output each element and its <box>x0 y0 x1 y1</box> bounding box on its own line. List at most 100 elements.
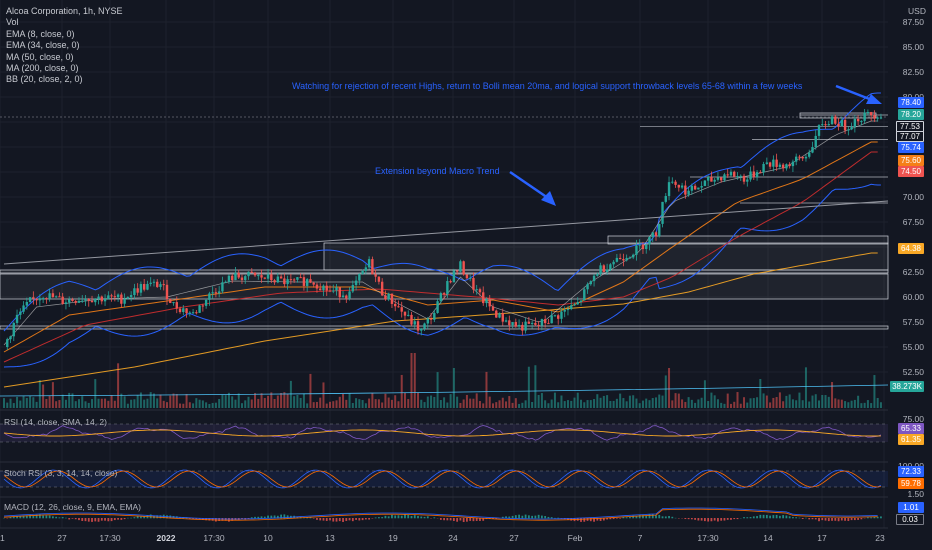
candlesticks <box>6 109 883 350</box>
macd-histogram-bar <box>518 514 520 519</box>
candle-body <box>51 293 55 298</box>
candle-body <box>540 319 544 326</box>
volume-bar <box>612 400 615 408</box>
candle-body <box>856 118 860 122</box>
volume-bar <box>873 375 876 408</box>
grid-lines <box>0 0 888 529</box>
volume-bar <box>759 378 762 408</box>
candle-body <box>367 259 371 268</box>
volume-bar <box>214 402 217 408</box>
volume-bar <box>501 397 504 408</box>
annotation-top-note[interactable]: Watching for rejection of recent Highs, … <box>292 81 803 91</box>
rsi-label[interactable]: RSI (14, close, SMA, 14, 2) <box>4 417 107 427</box>
macd-histogram-bar <box>700 518 703 521</box>
volume-bar <box>175 394 178 408</box>
volume-bar <box>850 400 853 408</box>
volume-bar <box>146 398 149 408</box>
candle-body <box>530 322 534 324</box>
legend-bb[interactable]: BB (20, close, 2, 0) <box>6 74 83 85</box>
stoch-label[interactable]: Stoch RSI (3, 3, 14, 14, close) <box>4 468 118 478</box>
candle-body <box>152 281 156 283</box>
candle-body <box>22 305 25 312</box>
macd-label[interactable]: MACD (12, 26, close, 9, EMA, EMA) <box>4 502 141 512</box>
candle-body <box>759 172 762 174</box>
macd-histogram-bar <box>857 518 860 520</box>
volume-bar <box>488 396 491 408</box>
candle-body <box>605 269 609 272</box>
macd-histogram-bar <box>107 518 110 522</box>
legend-ma200[interactable]: MA (200, close, 0) <box>6 63 79 74</box>
candle-body <box>840 119 844 127</box>
candle-body <box>90 300 94 303</box>
candle-body <box>423 323 426 329</box>
volume-bar <box>364 403 367 408</box>
volume-bar <box>508 396 511 408</box>
candle-body <box>592 275 596 282</box>
candle-body <box>188 312 192 314</box>
candle-body <box>449 281 452 283</box>
candle-body <box>863 112 866 121</box>
legend-ema34[interactable]: EMA (34, close, 0) <box>6 40 80 51</box>
candle-body <box>439 293 443 302</box>
macd-histogram-bar <box>384 515 387 519</box>
volume-bar <box>68 392 71 408</box>
time-tick-label: Feb <box>567 533 583 543</box>
candle-body <box>843 119 847 131</box>
legend-ma50[interactable]: MA (50, close, 0) <box>6 51 74 62</box>
legend-ema8[interactable]: EMA (8, close, 0) <box>6 28 75 39</box>
volume-bar <box>563 401 566 408</box>
bollinger-bands <box>3 92 881 368</box>
volume-bar <box>827 396 830 408</box>
macd-histogram-bar <box>410 515 413 519</box>
macd-histogram-bar <box>870 517 873 519</box>
volume-bar <box>234 399 237 408</box>
candle-body <box>156 281 159 287</box>
candle-body <box>713 179 716 182</box>
candle-body <box>279 276 283 279</box>
candle-body <box>645 244 648 250</box>
candle-body <box>204 299 208 306</box>
volume-bar <box>38 380 41 408</box>
candle-body <box>103 299 107 302</box>
indicator-legend: Alcoa Corporation, 1h, NYSE Vol EMA (8, … <box>6 6 123 86</box>
candle-body <box>733 171 736 177</box>
macd-histogram-bar <box>439 518 442 520</box>
macd-histogram-bar <box>638 514 641 519</box>
macd-histogram-bar <box>475 518 478 521</box>
candle-body <box>107 295 110 300</box>
indicator-value-tag: 1.01 <box>898 502 924 513</box>
macd-histogram-bar <box>319 518 322 521</box>
candle-body <box>12 322 15 337</box>
candle-body <box>472 277 475 290</box>
volume-bar <box>694 402 697 408</box>
candle-body <box>615 257 619 262</box>
legend-volume[interactable]: Vol <box>6 17 19 28</box>
symbol-title[interactable]: Alcoa Corporation, 1h, NYSE <box>6 6 123 16</box>
volume-bar <box>720 402 723 408</box>
stoch-rsi-pane <box>0 469 888 489</box>
macd-histogram-bar <box>407 514 410 519</box>
macd-histogram-bar <box>84 518 87 522</box>
annotation-mid-note[interactable]: Extension beyond Macro Trend <box>375 166 500 176</box>
volume-ma-line <box>0 384 889 397</box>
volume-bar <box>462 399 465 408</box>
macd-histogram-bar <box>306 517 309 519</box>
ma200-line <box>3 252 878 388</box>
volume-bar <box>615 398 618 408</box>
candle-body <box>798 156 801 158</box>
macd-histogram-bar <box>280 514 282 519</box>
macd-histogram-bar <box>58 517 61 519</box>
macd-histogram-bar <box>531 515 534 519</box>
macd-histogram-bar <box>123 518 126 520</box>
macd-histogram-bar <box>730 518 732 520</box>
macd-histogram-bar <box>720 518 723 521</box>
candle-body <box>612 261 615 265</box>
volume-bar <box>576 392 579 408</box>
macd-histogram-bar <box>68 518 71 520</box>
volume-bar <box>296 394 299 408</box>
volume-bar <box>185 394 188 408</box>
volume-bar <box>765 395 768 408</box>
volume-bar <box>25 398 28 408</box>
candle-body <box>38 298 42 301</box>
